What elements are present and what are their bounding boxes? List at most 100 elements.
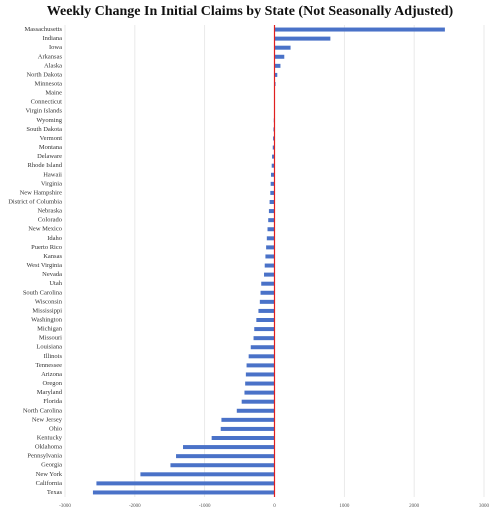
bar [96, 481, 275, 486]
y-tick-label: Nevada [42, 271, 62, 278]
chart-title: Weekly Change In Initial Claims by State… [47, 4, 454, 19]
y-tick-label: Connecticut [31, 99, 63, 106]
y-tick-label: Georgia [41, 462, 62, 469]
y-tick-label: Vermont [40, 135, 63, 142]
y-tick-label: Pennsylvania [27, 453, 62, 460]
y-tick-label: New Jersey [32, 416, 63, 423]
y-tick-label: District of Columbia [8, 198, 62, 205]
y-tick-label: Wyoming [36, 117, 62, 124]
y-tick-label: Oklahoma [35, 444, 62, 451]
bar [170, 463, 275, 468]
y-tick-label: Oregon [43, 380, 63, 387]
y-tick-label: Idaho [47, 235, 62, 242]
y-tick-label: Maryland [37, 389, 63, 396]
y-tick-label: North Dakota [26, 71, 62, 78]
bar [256, 318, 275, 322]
bar [183, 445, 275, 450]
y-tick-label: Illinois [44, 353, 63, 360]
bar [253, 336, 275, 341]
x-tick-label: 1000 [339, 504, 350, 509]
bar [274, 27, 445, 32]
y-tick-label: Nebraska [37, 208, 62, 215]
x-tick-label: -2000 [129, 504, 141, 509]
y-tick-label: Rhode Island [28, 162, 63, 169]
bar [250, 345, 275, 350]
bar [241, 399, 275, 404]
bar [260, 290, 275, 295]
y-tick-label: Florida [43, 398, 62, 405]
bar [245, 381, 275, 386]
x-tick-label: 0 [273, 504, 276, 509]
y-tick-label: California [36, 480, 62, 487]
y-tick-label: Iowa [49, 44, 62, 51]
y-tick-label: Tennessee [35, 362, 62, 369]
bar [267, 227, 275, 232]
y-tick-label: Kansas [43, 253, 62, 260]
y-tick-label: West Virginia [27, 262, 63, 269]
bar [140, 472, 275, 477]
bar [176, 454, 275, 459]
y-tick-label: Virginia [41, 180, 62, 187]
bar [264, 263, 275, 268]
y-tick-label: Texas [47, 489, 63, 496]
bar [270, 181, 275, 186]
bar [274, 72, 278, 77]
bar [274, 45, 291, 50]
y-tick-label: South Dakota [26, 126, 62, 133]
y-tick-label: Maine [45, 90, 62, 97]
bar [254, 327, 275, 332]
y-tick-label: Mississippi [32, 307, 62, 314]
y-tick-label: Hawaii [43, 171, 62, 178]
x-tick-label: -1000 [199, 504, 211, 509]
bar [221, 417, 275, 422]
y-tick-label: Ohio [49, 425, 62, 432]
bar [269, 200, 275, 204]
bar [271, 163, 275, 168]
y-tick-label: Washington [31, 316, 63, 323]
y-tick-label: Massachusetts [24, 26, 62, 33]
y-tick-label: Wisconsin [35, 298, 63, 305]
y-tick-label: Virgin Islands [25, 108, 62, 115]
y-tick-label: Indiana [43, 35, 63, 42]
y-tick-label: Puerto Rico [31, 244, 62, 251]
y-tick-label: Minnesota [35, 80, 63, 87]
bar [248, 354, 275, 359]
bar [268, 218, 275, 223]
y-tick-label: Utah [49, 280, 62, 287]
bar [211, 436, 275, 440]
x-tick-label: 3000 [479, 504, 490, 509]
bar [272, 154, 275, 159]
y-tick-label: Louisiana [36, 344, 62, 351]
y-tick-label: Colorado [38, 217, 62, 224]
bar [245, 372, 275, 377]
y-tick-label: New Mexico [28, 226, 62, 233]
bar [266, 245, 275, 250]
bar [270, 190, 275, 195]
bar [273, 136, 275, 141]
bar [272, 145, 275, 150]
bar [261, 281, 275, 286]
bar [236, 408, 275, 413]
x-tick-label: -3000 [59, 504, 71, 509]
y-tick-label: Kentucky [37, 434, 63, 441]
bar [259, 299, 275, 304]
bar [258, 308, 275, 313]
bar [265, 254, 275, 259]
bar [244, 390, 275, 395]
bar [246, 363, 275, 368]
y-tick-label: Arkansas [38, 53, 63, 60]
y-tick-label: Arizona [41, 371, 62, 378]
y-tick-label: Missouri [39, 335, 62, 342]
bar [268, 209, 275, 214]
bar [92, 490, 275, 495]
y-tick-label: South Carolina [23, 289, 62, 296]
y-tick-label: Montana [39, 144, 62, 151]
bar [274, 36, 331, 41]
bar [274, 63, 281, 68]
y-tick-label: Alaska [44, 62, 62, 69]
bar [220, 426, 275, 431]
bar [264, 272, 275, 277]
y-tick-label: Delaware [37, 153, 62, 160]
y-tick-label: New York [36, 471, 63, 478]
